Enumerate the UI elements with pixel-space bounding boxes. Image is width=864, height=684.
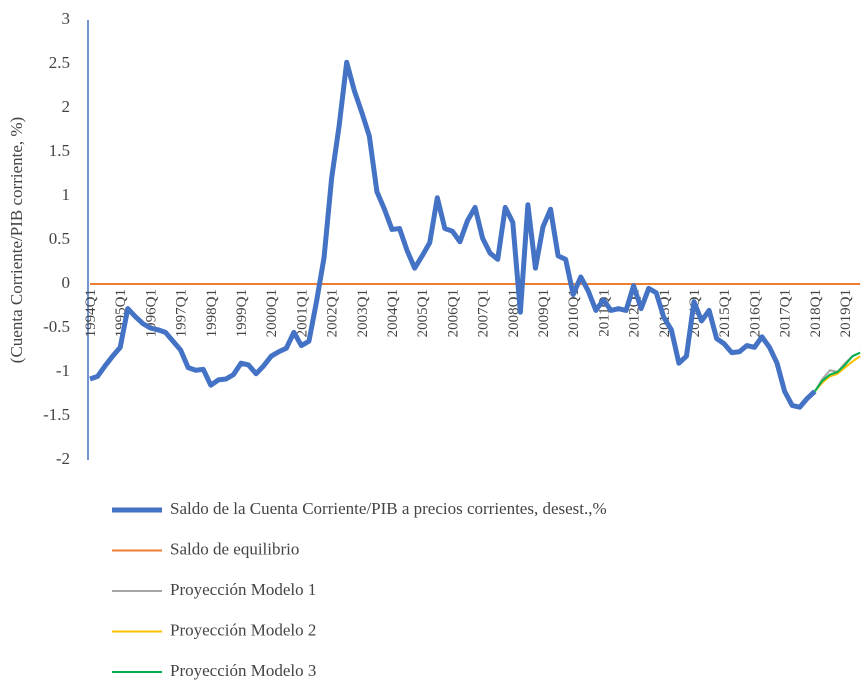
- legend-label: Proyección Modelo 1: [170, 580, 316, 599]
- x-tick-label: 2005Q1: [415, 289, 431, 337]
- series-line: [89, 59, 817, 410]
- x-tick-label: 2015Q1: [717, 289, 733, 337]
- x-tick-label: 2018Q1: [808, 289, 824, 337]
- x-tick-label: 2010Q1: [566, 289, 582, 337]
- legend-label: Saldo de equilibrio: [170, 539, 299, 558]
- x-tick-label: 1994Q1: [83, 289, 99, 337]
- x-tick-label: 2002Q1: [325, 289, 341, 337]
- y-tick-label: -0.5: [43, 317, 70, 336]
- x-tick-label: 2006Q1: [445, 289, 461, 337]
- series-line: [814, 355, 861, 393]
- x-tick-label: 2019Q1: [838, 289, 854, 337]
- y-tick-label: 2.5: [49, 53, 70, 72]
- y-tick-label: -2: [56, 449, 70, 468]
- y-axis-title: (Cuenta Corriente/PIB corriente, %): [7, 117, 26, 363]
- x-tick-label: 2011Q1: [596, 289, 612, 337]
- y-tick-label: 2: [62, 97, 71, 116]
- x-tick-label: 2007Q1: [476, 289, 492, 337]
- x-tick-label: 1997Q1: [174, 289, 190, 337]
- x-tick-label: 1999Q1: [234, 289, 250, 337]
- legend-label: Proyección Modelo 2: [170, 620, 316, 639]
- series-line: [813, 351, 861, 392]
- y-tick-label: -1.5: [43, 405, 70, 424]
- y-tick-label: 1.5: [49, 141, 70, 160]
- y-tick-label: 0: [62, 273, 71, 292]
- legend-label: Proyección Modelo 3: [170, 661, 316, 680]
- y-tick-label: 0.5: [49, 229, 70, 248]
- x-tick-label: 2000Q1: [264, 289, 280, 337]
- x-tick-label: 2009Q1: [536, 289, 552, 337]
- x-tick-label: 1998Q1: [204, 289, 220, 337]
- x-tick-label: 2017Q1: [778, 289, 794, 337]
- x-tick-label: 2004Q1: [385, 289, 401, 337]
- x-tick-label: 2001Q1: [294, 289, 310, 337]
- plot-area: [89, 59, 861, 410]
- y-tick-label: 3: [62, 9, 71, 28]
- x-tick-label: 2003Q1: [355, 289, 371, 337]
- y-tick-label: -1: [56, 361, 70, 380]
- x-tick-label: 2016Q1: [747, 289, 763, 337]
- y-tick-label: 1: [62, 185, 71, 204]
- legend-label: Saldo de la Cuenta Corriente/PIB a preci…: [170, 499, 607, 518]
